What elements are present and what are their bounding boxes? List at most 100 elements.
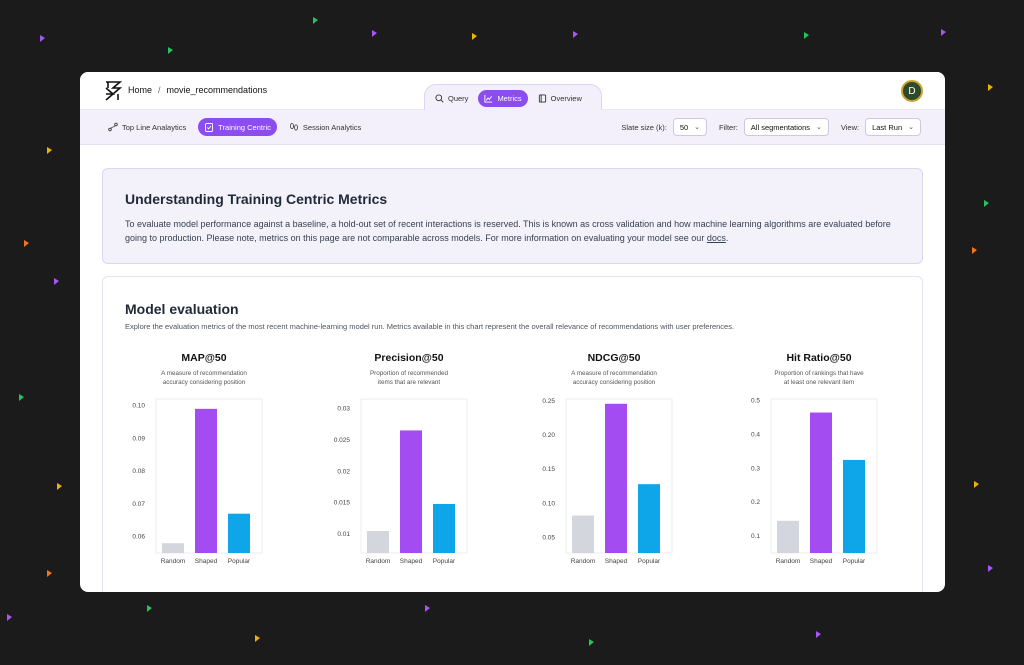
x-tick-label: Shaped: [400, 558, 423, 565]
chevron-down-icon: ⌄: [816, 124, 822, 131]
y-tick-label: 0.25: [542, 398, 555, 405]
confetti-triangle: [255, 635, 260, 642]
confetti-triangle: [313, 17, 318, 24]
model-evaluation-title: Model evaluation: [125, 301, 239, 317]
bar-random[interactable]: [162, 543, 184, 553]
y-tick-label: 0.03: [337, 405, 350, 412]
sub-navigation-bar: Top Line Analaytics Training Centric Ses…: [80, 110, 945, 145]
docs-link[interactable]: docs: [706, 233, 726, 243]
chart-subtitle: accuracy considering position: [163, 379, 246, 386]
y-tick-label: 0.2: [751, 499, 760, 506]
view-label: View:: [840, 122, 860, 132]
tab-metrics[interactable]: Metrics: [478, 89, 528, 107]
confetti-triangle: [54, 278, 59, 285]
bar-popular[interactable]: [433, 503, 455, 553]
chart-line-icon: [484, 94, 493, 103]
bar-random[interactable]: [572, 515, 594, 553]
filter-value: All segmentations: [750, 122, 810, 132]
metric-chart: MAP@50 A measure of recommendation accurac…: [132, 352, 263, 565]
slate-size-value: 50: [679, 122, 689, 132]
chart-subtitle: accuracy considering position: [573, 379, 656, 386]
info-body: To evaluate model performance against a …: [125, 217, 900, 245]
x-tick-label: Popular: [638, 558, 661, 565]
view-select[interactable]: Last Run ⌄: [865, 118, 921, 136]
chart-controls: Slate size (k): 50 ⌄ Filter: All segment…: [621, 118, 921, 136]
confetti-triangle: [804, 32, 809, 39]
y-tick-label: 0.06: [132, 534, 145, 541]
chevron-down-icon: ⌄: [694, 124, 701, 131]
confetti-triangle: [7, 614, 12, 621]
info-body-end: .: [725, 233, 729, 243]
bar-shaped[interactable]: [400, 430, 422, 553]
bar-shaped[interactable]: [605, 403, 627, 553]
filter-select[interactable]: All segmentations ⌄: [743, 118, 829, 136]
chart-title: NDCG@50: [588, 352, 641, 364]
breadcrumb-separator: /: [158, 85, 161, 95]
analytics-tabs: Top Line Analaytics Training Centric Ses…: [102, 118, 367, 136]
subtab-session-analytics[interactable]: Session Analytics: [283, 118, 367, 136]
book-icon: [538, 93, 546, 103]
x-tick-label: Shaped: [605, 558, 628, 565]
model-evaluation-description: Explore the evaluation metrics of the mo…: [125, 322, 735, 331]
view-value: Last Run: [872, 122, 903, 132]
bar-shaped[interactable]: [195, 408, 217, 553]
chart-subtitle: A measure of recommendation: [571, 370, 657, 377]
metric-charts: MAP@50 A measure of recommendation accurac…: [132, 352, 878, 565]
y-tick-label: 0.15: [542, 466, 555, 473]
subtab-top-line-analytics[interactable]: Top Line Analaytics: [102, 118, 192, 136]
confetti-triangle: [984, 200, 989, 207]
subtab-training-centric-label: Training Centric: [218, 122, 271, 132]
chart-subtitle: at least one relevant item: [784, 379, 854, 386]
slate-size-select[interactable]: 50 ⌄: [672, 118, 708, 136]
tab-query[interactable]: Query: [429, 90, 474, 107]
subtab-top-line-analytics-label: Top Line Analaytics: [122, 122, 187, 132]
subtab-session-analytics-label: Session Analytics: [302, 122, 362, 132]
confetti-triangle: [19, 394, 24, 401]
confetti-triangle: [988, 565, 993, 572]
confetti-triangle: [47, 570, 52, 577]
filter-label: Filter:: [719, 122, 738, 132]
bar-popular[interactable]: [843, 459, 865, 553]
confetti-triangle: [372, 30, 377, 37]
confetti-triangle: [147, 605, 152, 612]
confetti-triangle: [974, 481, 979, 488]
metric-chart: Hit Ratio@50 Proportion of rankings that …: [751, 352, 878, 565]
confetti-triangle: [589, 639, 594, 646]
user-avatar[interactable]: D: [901, 80, 923, 102]
info-panel: Understanding Training Centric Metrics T…: [102, 168, 923, 264]
chart-subtitle: Proportion of rankings that have: [774, 370, 864, 377]
subtab-training-centric[interactable]: Training Centric: [198, 118, 277, 136]
breadcrumb-current[interactable]: movie_recommendations: [166, 85, 268, 95]
confetti-triangle: [573, 31, 578, 38]
tab-overview-label: Overview: [550, 93, 582, 103]
y-tick-label: 0.08: [132, 468, 145, 475]
breadcrumb: Home / movie_recommendations: [128, 85, 267, 95]
confetti-triangle: [24, 240, 29, 247]
bar-popular[interactable]: [638, 484, 660, 553]
chevron-down-icon: ⌄: [908, 124, 914, 131]
confetti-triangle: [816, 631, 821, 638]
confetti-triangle: [972, 247, 977, 254]
confetti-triangle: [988, 84, 993, 91]
bar-shaped[interactable]: [810, 412, 832, 553]
chart-title: Hit Ratio@50: [786, 352, 851, 364]
y-tick-label: 0.01: [337, 531, 350, 538]
tab-overview[interactable]: Overview: [532, 90, 588, 107]
confetti-triangle: [40, 35, 45, 42]
y-tick-label: 0.05: [542, 534, 555, 541]
confetti-triangle: [472, 33, 477, 40]
search-icon: [435, 93, 444, 103]
y-tick-label: 0.025: [334, 437, 351, 444]
bar-popular[interactable]: [228, 513, 250, 553]
x-tick-label: Random: [776, 558, 801, 565]
metric-chart: NDCG@50 A measure of recommendation accura…: [542, 352, 673, 565]
breadcrumb-home[interactable]: Home: [128, 85, 153, 95]
chart-subtitle: Proportion of recommended: [370, 370, 449, 377]
bar-random[interactable]: [367, 531, 389, 553]
confetti-triangle: [168, 47, 173, 54]
main-tabs: Query Metrics Overview: [424, 84, 602, 111]
bar-random[interactable]: [777, 520, 799, 553]
y-tick-label: 0.3: [751, 465, 760, 472]
clipboard-check-icon: [205, 123, 214, 132]
